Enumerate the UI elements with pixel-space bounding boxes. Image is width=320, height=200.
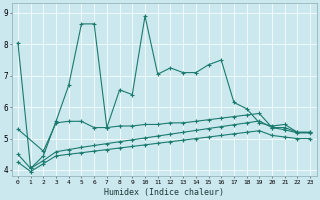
X-axis label: Humidex (Indice chaleur): Humidex (Indice chaleur) <box>104 188 224 197</box>
